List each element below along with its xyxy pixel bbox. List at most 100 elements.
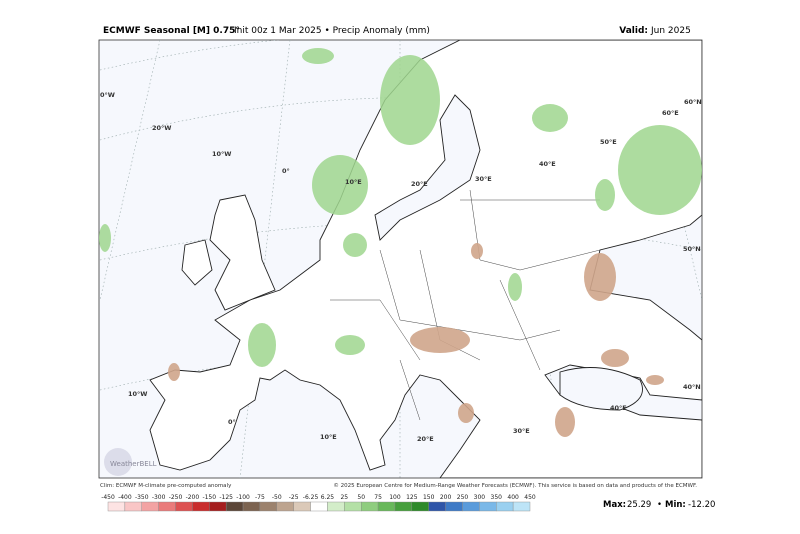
legend-label: 300 xyxy=(474,494,486,501)
legend-label: 450 xyxy=(524,494,536,501)
legend-swatch xyxy=(293,501,311,512)
legend-swatch xyxy=(394,501,413,512)
grid-label: 30°E xyxy=(513,427,530,435)
legend-swatch xyxy=(479,501,497,512)
wet-anomaly xyxy=(343,233,367,257)
grid-label: 40°E xyxy=(539,160,556,168)
wet-anomaly xyxy=(532,104,568,132)
title-rest: Init 00z 1 Mar 2025 • Precip Anomaly (mm… xyxy=(234,26,430,36)
min-label: Min: xyxy=(665,500,686,510)
legend-label: -6.25 xyxy=(303,494,319,501)
grid-label: 10°W xyxy=(128,390,147,398)
legend-label: -450 xyxy=(101,494,115,501)
grid-label: 0° xyxy=(228,418,236,426)
grid-label: 10°E xyxy=(320,433,337,441)
legend-label: 150 xyxy=(423,494,435,501)
wet-anomaly xyxy=(508,273,522,301)
grid-label: 10°E xyxy=(345,178,362,186)
legend-label: 50 xyxy=(357,494,365,501)
grid-label: 40°E xyxy=(610,404,627,412)
grid-label: 0°W xyxy=(100,91,115,99)
legend-label: 6.25 xyxy=(321,494,335,501)
legend-label: -350 xyxy=(135,494,149,501)
legend-label: 25 xyxy=(340,494,348,501)
legend-swatch xyxy=(276,501,294,512)
legend-label: 200 xyxy=(440,494,452,501)
dry-anomaly xyxy=(601,349,629,367)
legend-swatch xyxy=(377,501,396,512)
wet-anomaly xyxy=(380,55,440,145)
watermark: WeatherBELL xyxy=(110,460,157,468)
legend-label: -125 xyxy=(219,494,233,501)
wet-anomaly xyxy=(248,323,276,367)
wet-anomaly xyxy=(595,179,615,211)
title-bold: ECMWF Seasonal [M] 0.75° xyxy=(103,26,240,36)
dry-anomaly xyxy=(458,403,474,423)
legend-label: -150 xyxy=(202,494,216,501)
dry-anomaly xyxy=(646,375,664,385)
legend-swatch xyxy=(225,501,244,512)
legend-label: -250 xyxy=(169,494,183,501)
dry-anomaly xyxy=(471,243,483,259)
valid-label: Valid: xyxy=(619,26,648,36)
legend-label: 100 xyxy=(389,494,401,501)
max-value: 25.29 xyxy=(627,500,651,510)
legend-swatch xyxy=(141,501,159,512)
grid-label: 20°E xyxy=(417,435,434,443)
legend-label: -400 xyxy=(118,494,132,501)
dry-anomaly xyxy=(555,407,575,437)
min-value: -12.20 xyxy=(688,500,715,510)
legend-swatch xyxy=(107,501,126,512)
grid-label: 60°E xyxy=(662,109,679,117)
grid-label: 60°N xyxy=(684,98,702,106)
legend-swatch xyxy=(496,501,514,512)
legend-swatch xyxy=(175,501,193,512)
legend-swatch xyxy=(192,501,210,512)
legend-swatch xyxy=(445,501,463,512)
wet-anomaly xyxy=(99,224,111,252)
legend-swatch xyxy=(310,501,328,512)
climo-note: Clim: ECMWF M-climate pre-computed anoma… xyxy=(100,483,232,489)
legend-label: 400 xyxy=(507,494,519,501)
legend-label: -200 xyxy=(186,494,200,501)
copyright: © 2025 European Centre for Medium-Range … xyxy=(333,482,697,489)
legend-swatch xyxy=(124,501,142,512)
black-sea xyxy=(559,367,643,411)
legend-swatch xyxy=(327,501,345,512)
wet-anomaly xyxy=(618,125,702,215)
legend-label: -300 xyxy=(152,494,166,501)
grid-label: 20°E xyxy=(411,180,428,188)
valid-value: Jun 2025 xyxy=(650,26,691,36)
legend-swatch xyxy=(158,501,176,512)
legend-swatch xyxy=(344,501,362,512)
grid-label: 0° xyxy=(282,167,290,175)
legend-swatch xyxy=(259,501,278,512)
wet-anomaly xyxy=(312,155,368,215)
grid-label: 50°N xyxy=(683,245,701,253)
legend-swatch xyxy=(361,501,379,512)
legend-label: 350 xyxy=(491,494,503,501)
grid-label: 40°N xyxy=(683,383,701,391)
grid-label: 30°E xyxy=(475,175,492,183)
separator: • xyxy=(657,500,662,510)
watermark-logo xyxy=(104,448,132,476)
legend-label: 125 xyxy=(406,494,418,501)
dry-anomaly xyxy=(410,327,470,353)
ireland xyxy=(181,239,213,286)
great-britain xyxy=(209,194,276,311)
legend-label: -75 xyxy=(255,494,265,501)
dry-anomaly xyxy=(584,253,616,301)
legend-label: 75 xyxy=(374,494,382,501)
max-label: Max: xyxy=(603,500,626,510)
legend-label: -100 xyxy=(236,494,250,501)
legend-swatch xyxy=(209,501,227,512)
grid-label: 20°W xyxy=(152,124,171,132)
map: WeatherBELL 0°W 20°W 10°W 0° 10°E 20°E 30°E 40°… xyxy=(98,39,703,479)
legend-swatch xyxy=(411,501,429,512)
grid-label: 50°E xyxy=(600,138,617,146)
legend-swatch xyxy=(242,501,261,512)
legend-label: -25 xyxy=(289,494,299,501)
wet-anomaly xyxy=(302,48,334,64)
legend-swatch xyxy=(462,501,480,512)
